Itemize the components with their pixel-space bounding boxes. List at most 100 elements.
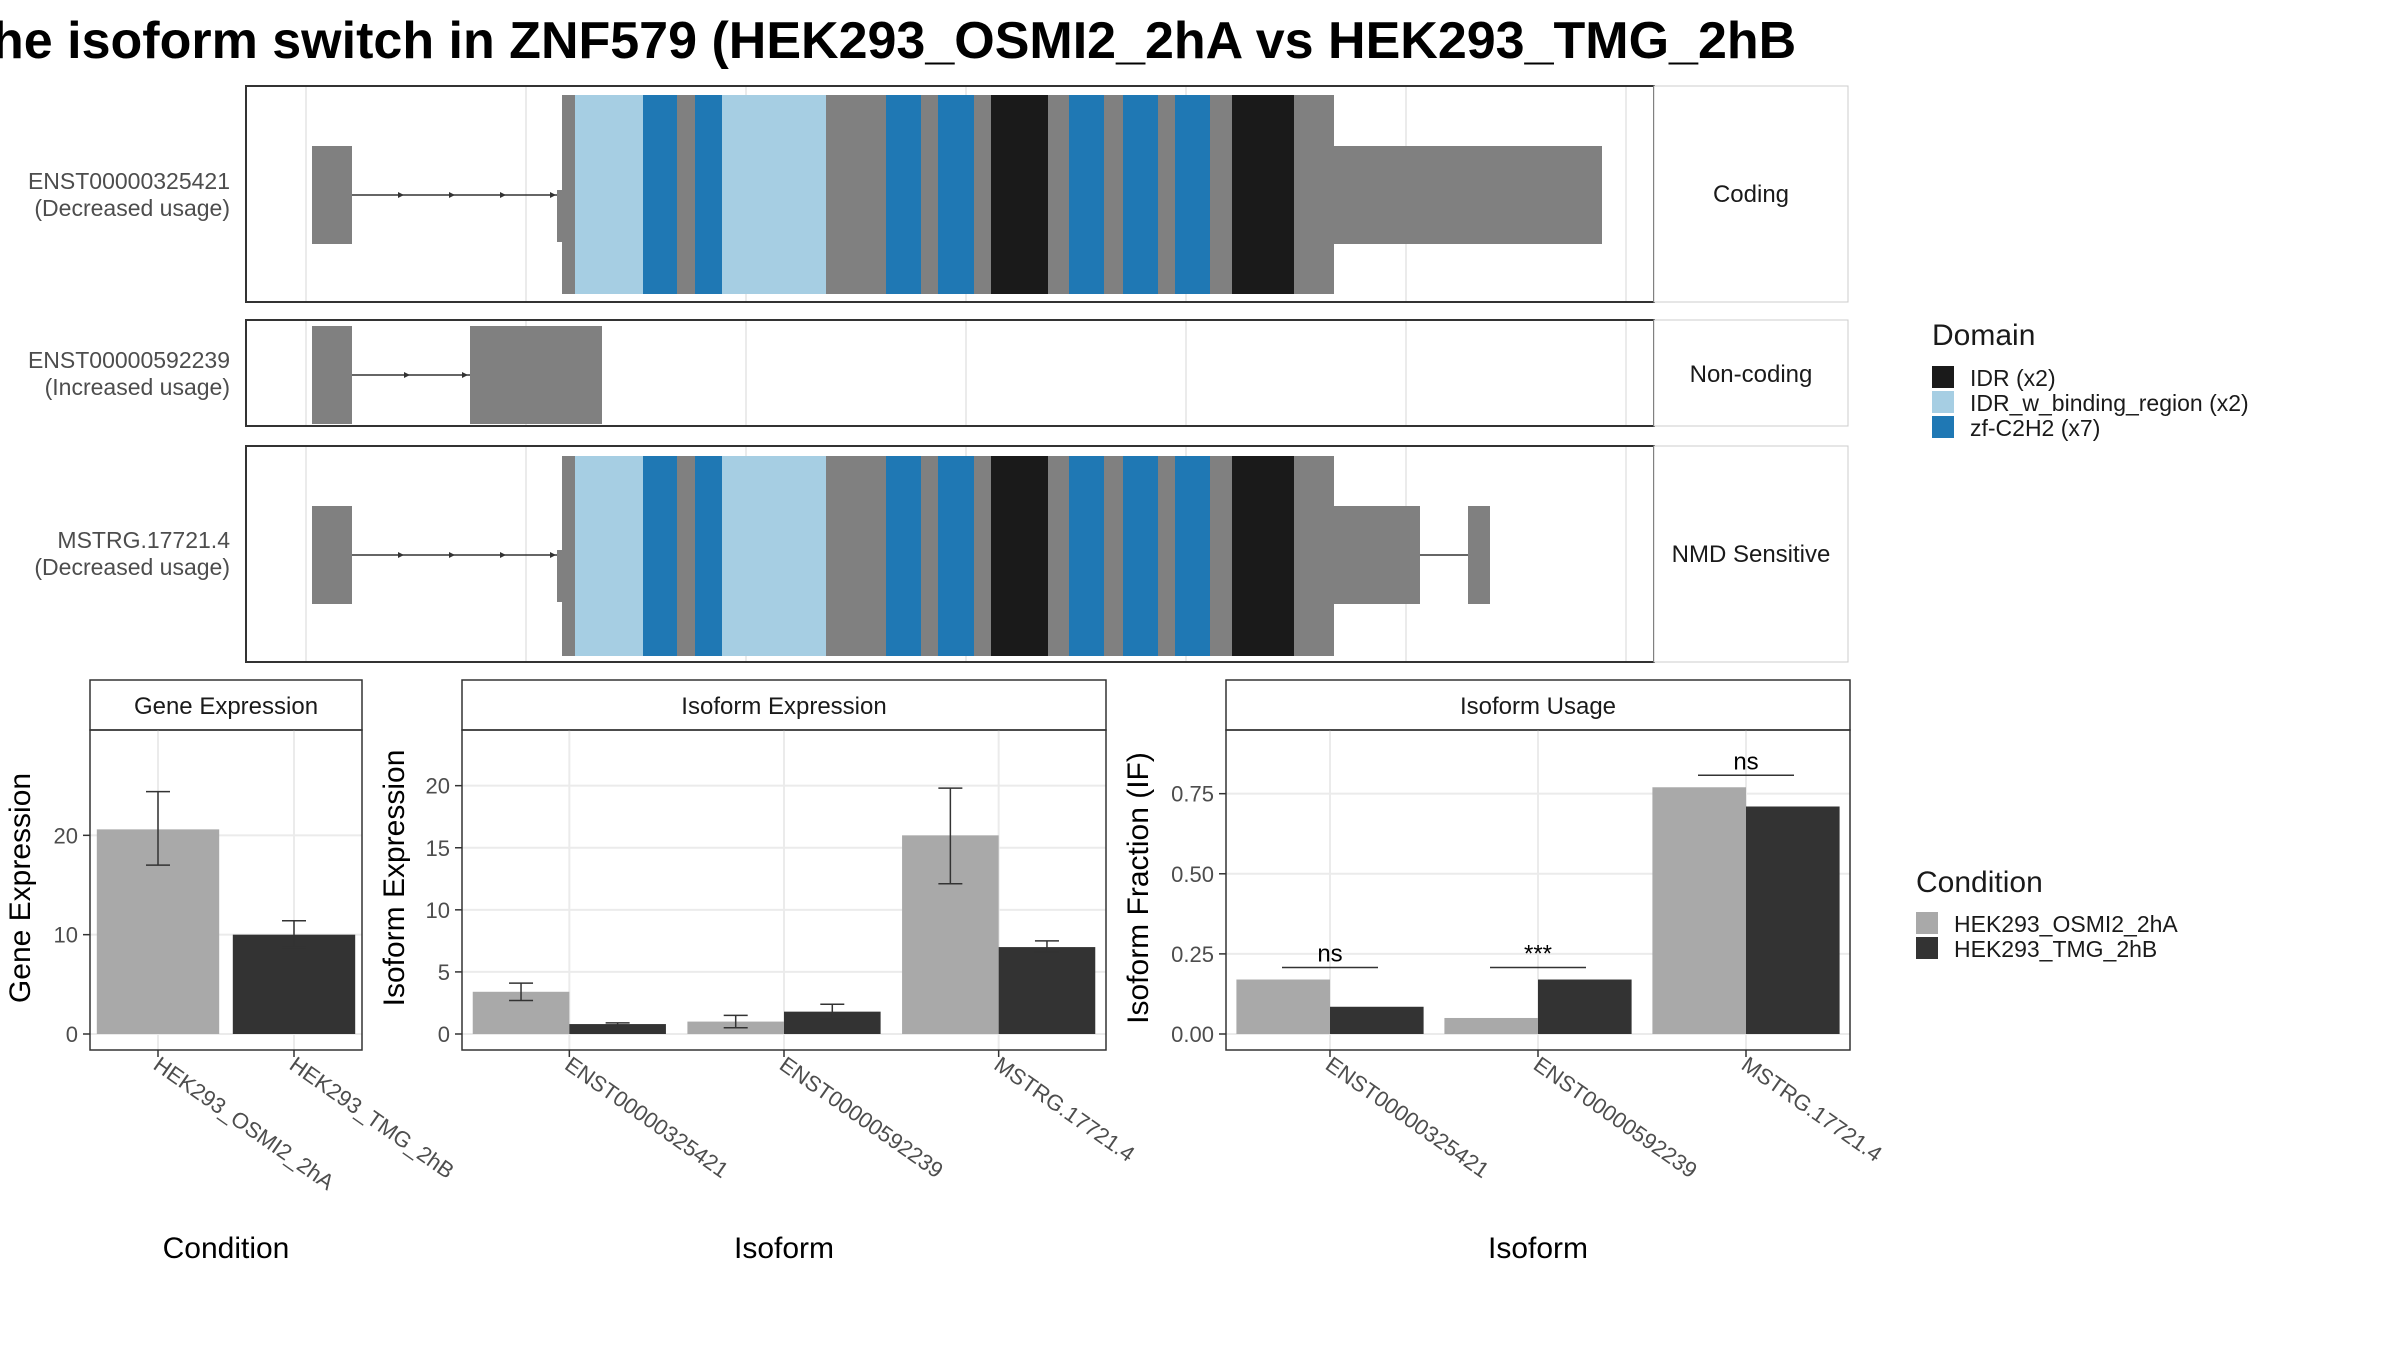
figure-title: he isoform switch in ZNF579 (HEK293_OSMI…: [0, 12, 1796, 70]
isoform-usage-label: (Decreased usage): [34, 195, 230, 221]
y-tick-label: 0.25: [1171, 942, 1214, 967]
x-tick-label: ENST00000325421: [1321, 1052, 1494, 1183]
legend-swatch-idr-binding: [1932, 391, 1954, 413]
exon: [312, 146, 352, 244]
exon-utr: [1334, 146, 1602, 244]
exon: [1468, 506, 1490, 604]
legend-label-cond-a: HEK293_OSMI2_2hA: [1954, 911, 2178, 937]
protein-domain: [886, 95, 921, 294]
y-axis-title: Isoform Fraction (IF): [1122, 752, 1155, 1024]
exon: [470, 326, 602, 424]
bar: [1538, 979, 1632, 1034]
bar: [1330, 1006, 1424, 1034]
legend-label-cond-b: HEK293_TMG_2hB: [1954, 936, 2157, 962]
y-tick-label: 20: [54, 823, 78, 848]
protein-domain: [695, 456, 722, 656]
chart-strip-title: Isoform Expression: [681, 693, 886, 720]
legend-swatch-cond-a: [1916, 912, 1938, 934]
x-tick-label: ENST00000592239: [775, 1052, 948, 1183]
isoform-expression-chart: Isoform Expression Isoform Expression Is…: [378, 679, 1140, 1265]
y-tick-label: 20: [426, 774, 450, 799]
isoform-usage-label: (Increased usage): [45, 374, 230, 400]
protein-domain: [643, 95, 677, 294]
intron-arrow: [398, 192, 404, 198]
y-tick-label: 0: [438, 1022, 450, 1047]
plot-border: [89, 729, 363, 1051]
significance-label: ns: [1317, 941, 1342, 968]
intron-arrow: [500, 552, 506, 558]
isoform-id-label: ENST00000325421: [28, 168, 230, 194]
protein-domain: [991, 456, 1048, 656]
exon: [312, 326, 352, 424]
protein-domain: [886, 456, 921, 656]
protein-domain: [575, 95, 643, 294]
exon: [557, 190, 563, 242]
intron-arrow: [462, 372, 468, 378]
bar: [998, 947, 1096, 1034]
y-tick-label: 0.00: [1171, 1022, 1214, 1047]
legend-swatch-cond-b: [1916, 937, 1938, 959]
protein-domain: [575, 456, 643, 656]
domain-legend: Domain IDR (x2) IDR_w_binding_region (x2…: [1932, 319, 2249, 441]
chart-strip-title: Gene Expression: [134, 693, 318, 720]
intron-arrow: [550, 192, 556, 198]
chart-strip-title: Isoform Usage: [1460, 693, 1616, 720]
protein-domain: [722, 456, 826, 656]
strip-label-nmd: NMD Sensitive: [1672, 541, 1831, 568]
y-tick-label: 10: [54, 923, 78, 948]
y-tick-label: 5: [438, 960, 450, 985]
bar: [569, 1024, 666, 1034]
y-tick-label: 10: [426, 898, 450, 923]
y-tick-label: 0.75: [1171, 782, 1214, 807]
bar: [784, 1011, 881, 1034]
intron-arrow: [550, 552, 556, 558]
isoform-usage-label: (Decreased usage): [34, 554, 230, 580]
y-tick-label: 15: [426, 836, 450, 861]
y-axis-title: Isoform Expression: [378, 750, 411, 1007]
protein-domain: [1069, 95, 1104, 294]
isoform-panel-noncoding: ENST00000592239 (Increased usage) Non-co…: [28, 319, 1849, 427]
protein-domain: [722, 95, 826, 294]
x-tick-label: ENST00000325421: [560, 1052, 733, 1183]
protein-domain: [1123, 95, 1158, 294]
protein-domain: [1123, 456, 1158, 656]
isoform-id-label: ENST00000592239: [28, 347, 230, 373]
condition-legend-title: Condition: [1916, 866, 2043, 899]
bar: [1652, 787, 1746, 1034]
x-tick-label: MSTRG.17721.4: [1737, 1052, 1887, 1167]
protein-domain: [643, 456, 677, 656]
legend-swatch-zf: [1932, 416, 1954, 438]
intron-arrow: [500, 192, 506, 198]
x-axis-title: Isoform: [734, 1232, 834, 1265]
strip-label-noncoding: Non-coding: [1690, 361, 1813, 388]
protein-domain: [1069, 456, 1104, 656]
bar: [1444, 1017, 1538, 1034]
exon: [312, 506, 352, 604]
strip-label-coding: Coding: [1713, 181, 1789, 208]
y-axis-title: Gene Expression: [4, 773, 37, 1003]
protein-domain: [1232, 456, 1294, 656]
bar: [1236, 979, 1330, 1034]
x-axis-title: Condition: [163, 1232, 290, 1265]
x-tick-label: MSTRG.17721.4: [990, 1052, 1140, 1167]
isoform-usage-chart: Isoform Usage Isoform Fraction (IF) Isof…: [1122, 679, 1887, 1265]
protein-domain: [938, 456, 974, 656]
exon: [557, 550, 563, 602]
isoform-exon-structures: [305, 87, 1627, 661]
significance-label: ns: [1733, 748, 1758, 775]
protein-domain: [938, 95, 974, 294]
domain-legend-title: Domain: [1932, 319, 2035, 352]
y-tick-label: 0: [66, 1022, 78, 1047]
protein-domain: [695, 95, 722, 294]
gene-expression-chart: Gene Expression Gene Expression Conditio…: [4, 679, 459, 1265]
legend-label-zf: zf-C2H2 (x7): [1970, 415, 2100, 441]
bar: [232, 934, 356, 1034]
intron-arrow: [398, 552, 404, 558]
legend-swatch-idr: [1932, 366, 1954, 388]
protein-domain: [991, 95, 1048, 294]
intron-arrow: [404, 372, 410, 378]
isoform-id-label: MSTRG.17721.4: [57, 527, 230, 553]
intron-arrow: [449, 552, 455, 558]
isoform-structure-panels: ENST00000325421 (Decreased usage) Coding…: [28, 85, 1849, 663]
